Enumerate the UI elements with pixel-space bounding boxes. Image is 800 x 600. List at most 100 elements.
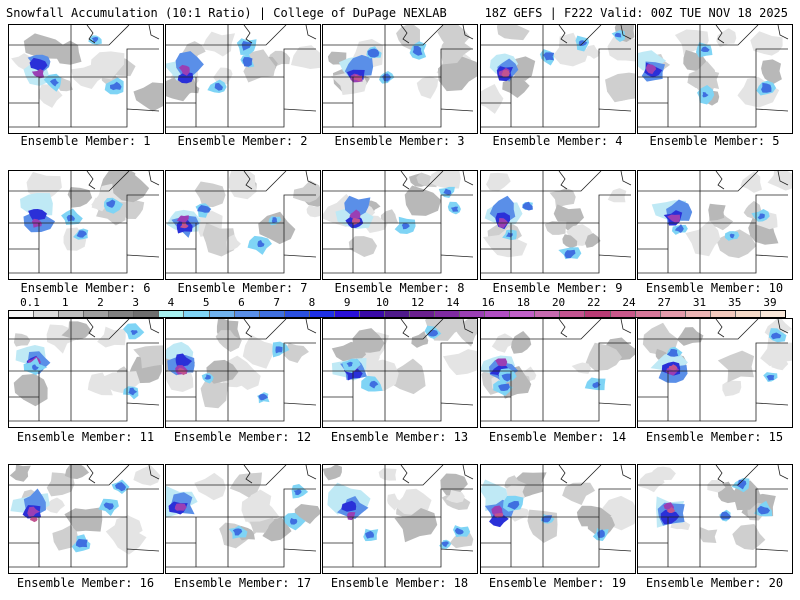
colorbar-swatch <box>384 311 410 317</box>
snowfall-field <box>481 319 635 422</box>
ensemble-member-label: Ensemble Member: 8 <box>334 281 465 295</box>
colorbar-tick-label: 3 <box>132 296 140 309</box>
colorbar-tick-label: 9 <box>343 296 351 309</box>
colorbar-swatch <box>59 311 85 317</box>
colorbar-swatch <box>359 311 385 317</box>
ensemble-member-map <box>165 318 321 428</box>
colorbar-tick-label: 39 <box>763 296 777 309</box>
ensemble-member-map <box>165 170 321 280</box>
colorbar-swatch <box>510 311 536 317</box>
colorbar-tick-label: 12 <box>410 296 425 309</box>
snowfall-field <box>638 25 789 128</box>
ensemble-member-label: Ensemble Member: 12 <box>173 430 312 444</box>
snowfall-field <box>166 319 317 422</box>
colorbar-tick-label: 18 <box>516 296 530 309</box>
ensemble-member-map <box>8 24 164 134</box>
ensemble-member-label: Ensemble Member: 11 <box>16 430 155 444</box>
colorbar-swatch <box>284 311 310 317</box>
ensemble-member-map <box>480 464 636 574</box>
ensemble-member-label: Ensemble Member: 10 <box>645 281 784 295</box>
colorbar-tick-label: 22 <box>587 296 601 309</box>
colorbar-swatch <box>760 311 785 317</box>
snowfall-field <box>9 319 163 422</box>
colorbar-tick-label: 27 <box>657 296 671 309</box>
colorbar-tick-label: 10 <box>375 296 389 309</box>
ensemble-member-label: Ensemble Member: 5 <box>649 134 780 148</box>
colorbar-tick-label: 0.1 <box>20 296 40 309</box>
snowfall-field <box>323 465 474 568</box>
ensemble-member-map <box>165 24 321 134</box>
ensemble-member-label: Ensemble Member: 9 <box>492 281 623 295</box>
colorbar-swatch <box>660 311 686 317</box>
ensemble-member-map <box>322 170 478 280</box>
colorbar-tick-label: 1 <box>61 296 69 309</box>
colorbar-tick-label: 6 <box>238 296 245 309</box>
colorbar-swatch <box>735 311 761 317</box>
ensemble-member-label: Ensemble Member: 13 <box>330 430 469 444</box>
snowfall-field <box>323 171 474 274</box>
snowfall-field <box>481 25 635 128</box>
snowfall-field <box>638 465 789 568</box>
colorbar-swatch <box>234 311 260 317</box>
snowfall-field <box>166 465 320 568</box>
colorbar-swatch <box>159 311 185 317</box>
colorbar-tick-label: 4 <box>167 296 175 309</box>
snowfall-field <box>481 171 632 274</box>
colorbar-swatch <box>9 311 35 317</box>
snowfall-field <box>638 319 792 422</box>
colorbar-swatch <box>134 311 160 317</box>
colorbar-swatch <box>485 311 511 317</box>
ensemble-member-label: Ensemble Member: 20 <box>645 576 784 590</box>
ensemble-member-label: Ensemble Member: 17 <box>173 576 312 590</box>
ensemble-member-label: Ensemble Member: 1 <box>20 134 151 148</box>
colorbar-tick-label: 16 <box>481 296 495 309</box>
colorbar-swatch <box>460 311 486 317</box>
colorbar-swatch <box>34 311 60 317</box>
ensemble-member-map <box>8 170 164 280</box>
snowfall-field <box>638 171 792 274</box>
colorbar-tick-label: 24 <box>622 296 636 309</box>
colorbar-tick-label: 20 <box>551 296 566 309</box>
colorbar-tick-label: 7 <box>273 296 280 309</box>
ensemble-member-label: Ensemble Member: 3 <box>334 134 465 148</box>
ensemble-member-map <box>480 170 636 280</box>
colorbar-tick-label: 35 <box>728 296 742 309</box>
ensemble-member-label: Ensemble Member: 19 <box>488 576 627 590</box>
snowfall-field <box>323 25 477 128</box>
ensemble-member-map <box>8 318 164 428</box>
ensemble-member-map <box>480 24 636 134</box>
colorbar-swatch <box>309 311 335 317</box>
colorbar-tick-label: 14 <box>446 296 460 309</box>
ensemble-member-label: Ensemble Member: 7 <box>177 281 308 295</box>
ensemble-member-map <box>322 464 478 574</box>
ensemble-member-label: Ensemble Member: 14 <box>488 430 627 444</box>
snowfall-field <box>9 25 163 128</box>
colorbar-swatch <box>209 311 235 317</box>
colorbar-tick-label: 2 <box>97 296 104 309</box>
colorbar-swatch <box>184 311 210 317</box>
map-title: Snowfall Accumulation (10:1 Ratio) | Col… <box>6 6 447 20</box>
colorbar-swatch <box>610 311 636 317</box>
colorbar-tick-label: 8 <box>308 296 316 309</box>
colorbar-tick-label: 5 <box>202 296 210 309</box>
ensemble-member-label: Ensemble Member: 15 <box>645 430 784 444</box>
colorbar-swatch <box>259 311 285 317</box>
ensemble-member-map <box>8 464 164 574</box>
snowfall-field <box>9 465 161 568</box>
colorbar-swatch <box>410 311 436 317</box>
colorbar-swatch <box>560 311 586 317</box>
ensemble-member-map <box>637 464 793 574</box>
ensemble-member-map <box>637 318 793 428</box>
colorbar-swatch <box>710 311 736 317</box>
snowfall-field <box>166 25 320 128</box>
ensemble-member-map <box>637 24 793 134</box>
ensemble-member-label: Ensemble Member: 18 <box>330 576 469 590</box>
ensemble-member-map <box>480 318 636 428</box>
snowfall-field <box>323 319 477 422</box>
colorbar-swatch <box>685 311 711 317</box>
colorbar-swatch <box>585 311 611 317</box>
colorbar-swatch <box>109 311 135 317</box>
ensemble-member-label: Ensemble Member: 16 <box>16 576 155 590</box>
ensemble-member-map <box>637 170 793 280</box>
ensemble-member-map <box>322 24 478 134</box>
